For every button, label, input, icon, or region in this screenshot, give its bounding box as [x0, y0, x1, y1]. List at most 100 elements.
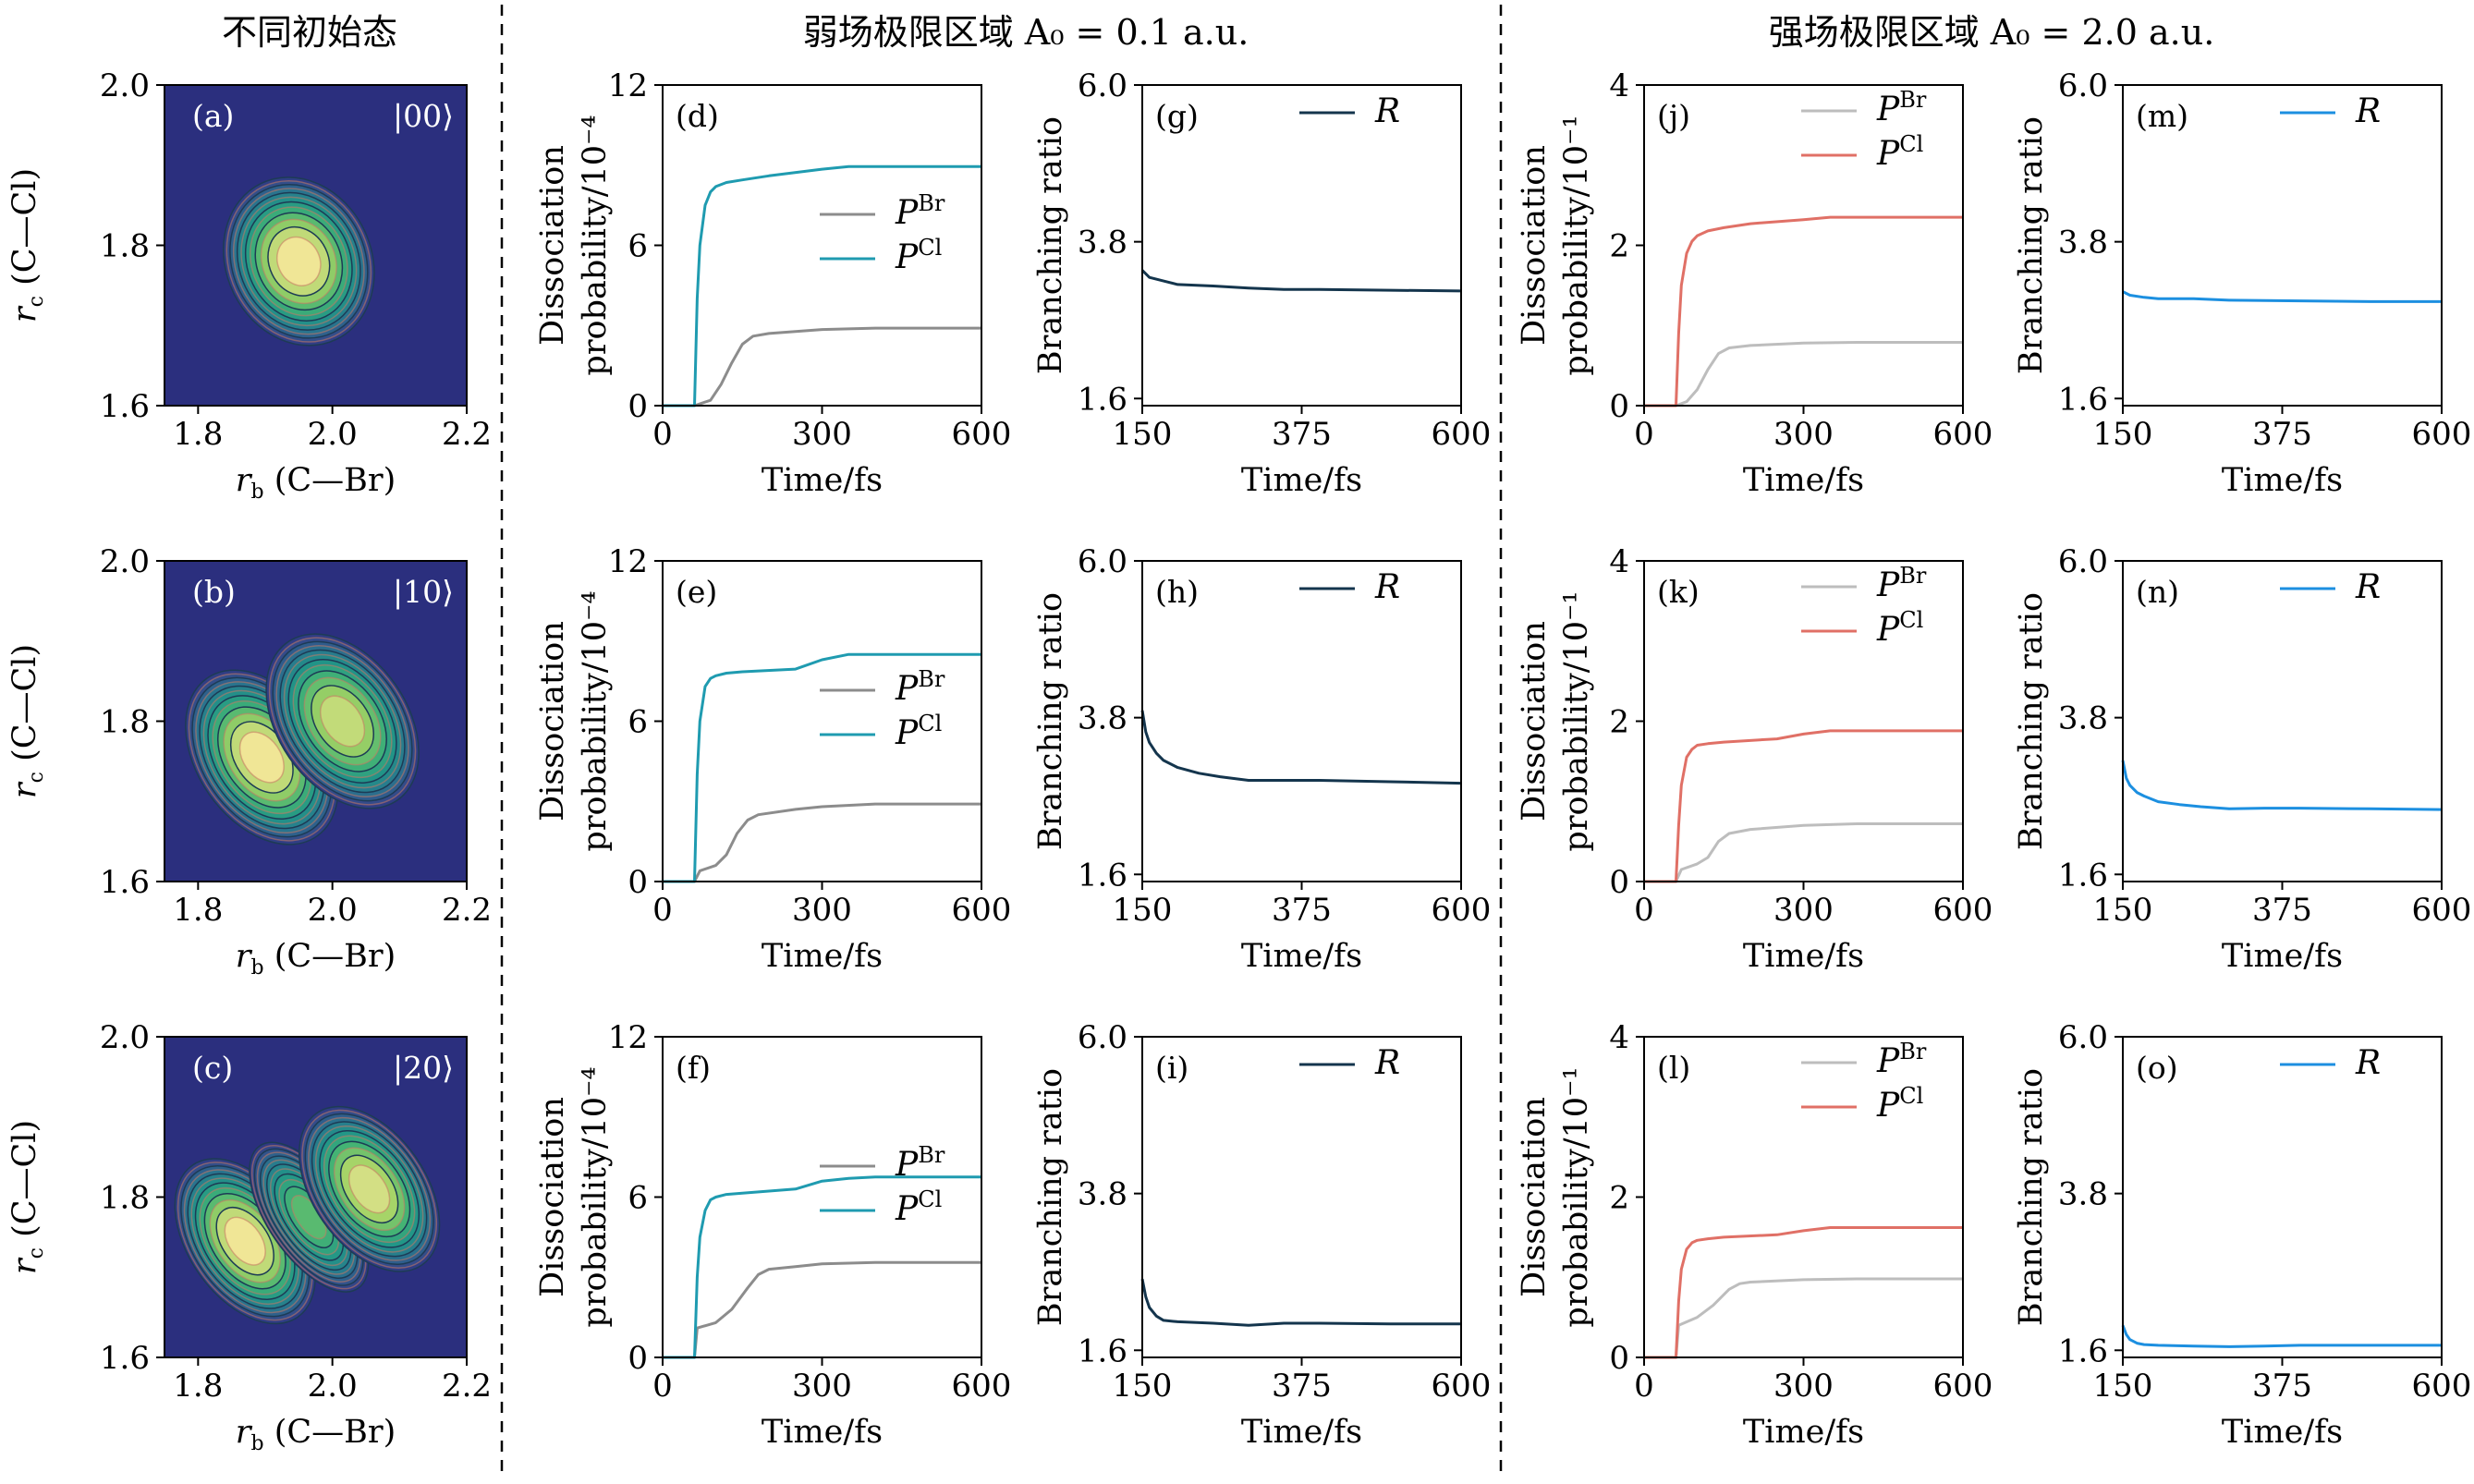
y-tick-label: 2: [1609, 1180, 1629, 1217]
x-tick-label: 375: [1272, 416, 1332, 453]
plot-area: [1644, 85, 1963, 406]
x-axis-label: rb (C—Br): [236, 462, 396, 504]
x-axis-label: Time/fs: [1743, 1414, 1864, 1451]
x-tick-label: 1.8: [173, 1368, 223, 1405]
y-tick-label: 0: [628, 864, 648, 901]
series-line-r: [1140, 269, 1462, 293]
x-tick-label: 2.0: [308, 1368, 358, 1405]
legend-entry: PBr: [895, 190, 945, 232]
x-tick-label: 2.2: [442, 416, 492, 453]
series-line-p-br: [663, 326, 981, 407]
panel-label: (f): [676, 1050, 711, 1086]
plot-area: [1142, 85, 1461, 406]
legend-entry: PCl: [895, 711, 942, 752]
contour-level: [347, 1164, 391, 1214]
y-axis-label: rc (C—Cl): [6, 644, 48, 798]
y-axis-label: Branching ratio: [1032, 116, 1069, 374]
legend-entry: PBr: [1876, 87, 1927, 128]
x-axis-label: Time/fs: [2222, 938, 2343, 975]
x-tick-label: 0: [652, 1368, 673, 1405]
series-line-p-cl: [663, 1175, 981, 1359]
state-label: |20⟩: [393, 1050, 454, 1086]
legend-entry: PBr: [1876, 563, 1927, 604]
x-axis-label: Time/fs: [762, 462, 883, 499]
x-tick-label: 2.0: [308, 416, 358, 453]
y-axis-label: Branching ratio: [1032, 592, 1069, 850]
panel-label: (l): [1657, 1050, 1690, 1086]
panel-label: (b): [192, 574, 236, 610]
x-tick-label: 0: [1634, 1368, 1654, 1405]
panels: 1.8 2.0 2.2 1.6 1.8 2.0 (a) |00⟩ rb (C—Br) rc (C—…: [6, 67, 2471, 1455]
x-tick-label: 0: [652, 892, 673, 929]
x-axis-label: Time/fs: [1743, 938, 1864, 975]
x-tick-label: 600: [1432, 1368, 1492, 1405]
panel-label: (c): [192, 1050, 233, 1086]
series-line-r: [2121, 760, 2443, 811]
series-line-p-br: [1644, 341, 1963, 407]
state-label: |10⟩: [393, 574, 454, 610]
y-axis-label-unit: probability/10⁻⁴: [577, 590, 614, 851]
legend-entry: PBr: [1876, 1039, 1927, 1080]
legend-entry: R: [2355, 568, 2381, 606]
plot-area: [2123, 85, 2442, 406]
y-tick-label: 1.8: [100, 704, 150, 741]
density-contours: [174, 1105, 441, 1325]
y-tick-label: 6.0: [1078, 1019, 1127, 1056]
legend-entry: PCl: [895, 1186, 942, 1228]
x-axis-label: rb (C—Br): [236, 1414, 396, 1455]
x-tick-label: 150: [1113, 416, 1173, 453]
x-tick-label: 375: [2252, 416, 2312, 453]
x-tick-label: 0: [1634, 892, 1654, 929]
contour-level: [238, 731, 285, 784]
legend-entry: PCl: [1876, 131, 1923, 173]
legend-entry: PCl: [1876, 607, 1923, 649]
y-axis-label: rc (C—Cl): [6, 1120, 48, 1274]
x-tick-label: 600: [952, 1368, 1012, 1405]
x-tick-label: 0: [652, 416, 673, 453]
panel-i: 150 375 600 1.6 3.8 6.0 (i) R Time/fs Branching r…: [1032, 1019, 1491, 1451]
panel-label: (n): [2136, 574, 2179, 610]
panel-label: (j): [1657, 98, 1690, 134]
x-axis-label: Time/fs: [2222, 462, 2343, 499]
x-tick-label: 300: [1773, 1368, 1834, 1405]
legend-entry: R: [1374, 1044, 1400, 1082]
series-line-p-cl: [1644, 729, 1963, 883]
y-tick-label: 6: [628, 1180, 648, 1217]
x-tick-label: 600: [1933, 892, 1993, 929]
panel-n: 150 375 600 1.6 3.8 6.0 (n) R Time/fs Branching r…: [2013, 543, 2471, 975]
y-tick-label: 6.0: [2058, 67, 2108, 104]
panel-label: (o): [2136, 1050, 2178, 1086]
x-tick-label: 1.8: [173, 416, 223, 453]
series-line-p-br: [1644, 822, 1963, 883]
legend-entry: PBr: [895, 1142, 945, 1184]
y-tick-label: 1.6: [1078, 857, 1127, 894]
y-tick-label: 4: [1609, 67, 1629, 104]
y-axis-label: Dissociation: [534, 145, 571, 346]
y-tick-label: 0: [1609, 1340, 1629, 1377]
x-axis-label: Time/fs: [1743, 462, 1864, 499]
y-axis-label: rc (C—Cl): [6, 168, 48, 322]
panel-c: 1.8 2.0 2.2 1.6 1.8 2.0 (c) |20⟩ rb (C—Br) rc (C—…: [6, 1019, 492, 1455]
y-tick-label: 3.8: [1078, 225, 1127, 262]
plot-area: [663, 561, 981, 882]
panel-h: 150 375 600 1.6 3.8 6.0 (h) R Time/fs Branching r…: [1032, 543, 1491, 975]
contour-level: [276, 236, 322, 286]
legend-entry: PBr: [895, 666, 945, 708]
series-line-p-cl: [1644, 215, 1963, 407]
y-tick-label: 4: [1609, 1019, 1629, 1056]
x-tick-label: 1.8: [173, 892, 223, 929]
x-tick-label: 0: [1634, 416, 1654, 453]
y-tick-label: 6: [628, 704, 648, 741]
plot-area: [1142, 1037, 1461, 1357]
x-tick-label: 600: [1933, 1368, 1993, 1405]
y-tick-label: 2.0: [100, 543, 150, 580]
legend-entry: PCl: [895, 235, 942, 276]
x-axis-label: Time/fs: [1241, 1414, 1362, 1451]
x-tick-label: 150: [1113, 892, 1173, 929]
series-line-p-br: [663, 1260, 981, 1359]
panel-label: (g): [1155, 98, 1199, 134]
